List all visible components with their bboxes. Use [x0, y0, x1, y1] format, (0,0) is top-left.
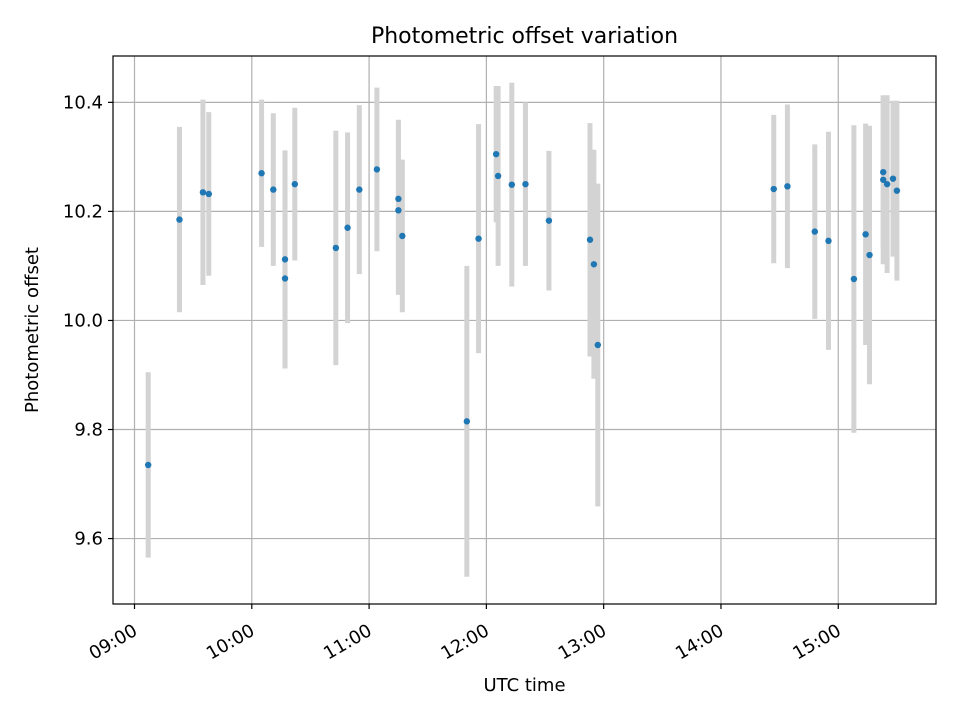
- data-point-37: [893, 187, 901, 194]
- data-point-23: [586, 236, 594, 243]
- data-point-7: [281, 275, 289, 282]
- data-point-13: [395, 195, 402, 203]
- data-point-20: [508, 181, 515, 188]
- y-tick-label-4: 10.4: [63, 92, 103, 113]
- data-point-14: [395, 207, 402, 214]
- y-tick-label-3: 10.2: [63, 201, 103, 222]
- error-bars: [145, 82, 900, 577]
- data-point-25: [594, 341, 602, 349]
- data-point-33: [880, 168, 887, 176]
- data-point-9: [332, 244, 340, 252]
- data-point-29: [825, 237, 832, 245]
- x-tick-label-5: 14:00: [672, 620, 727, 664]
- data-point-16: [463, 418, 471, 425]
- x-axis-label: UTC time: [483, 675, 565, 696]
- data-point-24: [590, 261, 598, 268]
- x-tick-label-0: 09:00: [86, 620, 141, 664]
- data-point-34: [880, 176, 887, 183]
- data-point-32: [866, 251, 873, 259]
- data-point-30: [850, 275, 858, 283]
- data-point-12: [373, 166, 381, 173]
- data-point-6: [281, 256, 289, 263]
- data-point-26: [770, 185, 777, 193]
- y-axis-label: Photometric offset: [22, 247, 43, 413]
- y-tick-label-1: 9.8: [74, 420, 103, 441]
- x-tick-label-1: 10:00: [203, 620, 258, 664]
- x-tick-label-3: 12:00: [437, 620, 492, 664]
- x-tick-label-2: 11:00: [320, 620, 375, 664]
- x-tick-label-4: 13:00: [555, 620, 610, 664]
- data-point-10: [344, 224, 351, 231]
- data-point-1: [176, 216, 183, 223]
- plot-frame: [112, 55, 937, 605]
- x-tick-label-6: 15:00: [789, 620, 844, 664]
- data-point-4: [258, 170, 265, 177]
- data-point-19: [494, 172, 502, 180]
- data-point-21: [522, 180, 529, 188]
- y-tick-label-2: 10.0: [63, 310, 103, 331]
- data-points: [144, 150, 901, 469]
- data-point-22: [545, 217, 553, 224]
- data-point-15: [399, 232, 406, 240]
- data-point-35: [883, 180, 891, 188]
- data-point-31: [862, 231, 869, 238]
- grid-lines: [113, 56, 936, 604]
- data-point-17: [475, 235, 482, 242]
- data-point-2: [199, 189, 207, 196]
- data-point-28: [811, 228, 818, 235]
- data-point-36: [889, 175, 897, 182]
- data-point-11: [356, 186, 363, 193]
- data-point-8: [291, 180, 299, 188]
- data-point-5: [270, 186, 277, 193]
- data-point-0: [144, 461, 152, 469]
- data-point-18: [492, 150, 500, 158]
- y-tick-label-0: 9.6: [74, 529, 103, 550]
- chart-title: Photometric offset variation: [371, 24, 678, 49]
- data-point-3: [205, 190, 212, 198]
- data-point-27: [784, 183, 791, 190]
